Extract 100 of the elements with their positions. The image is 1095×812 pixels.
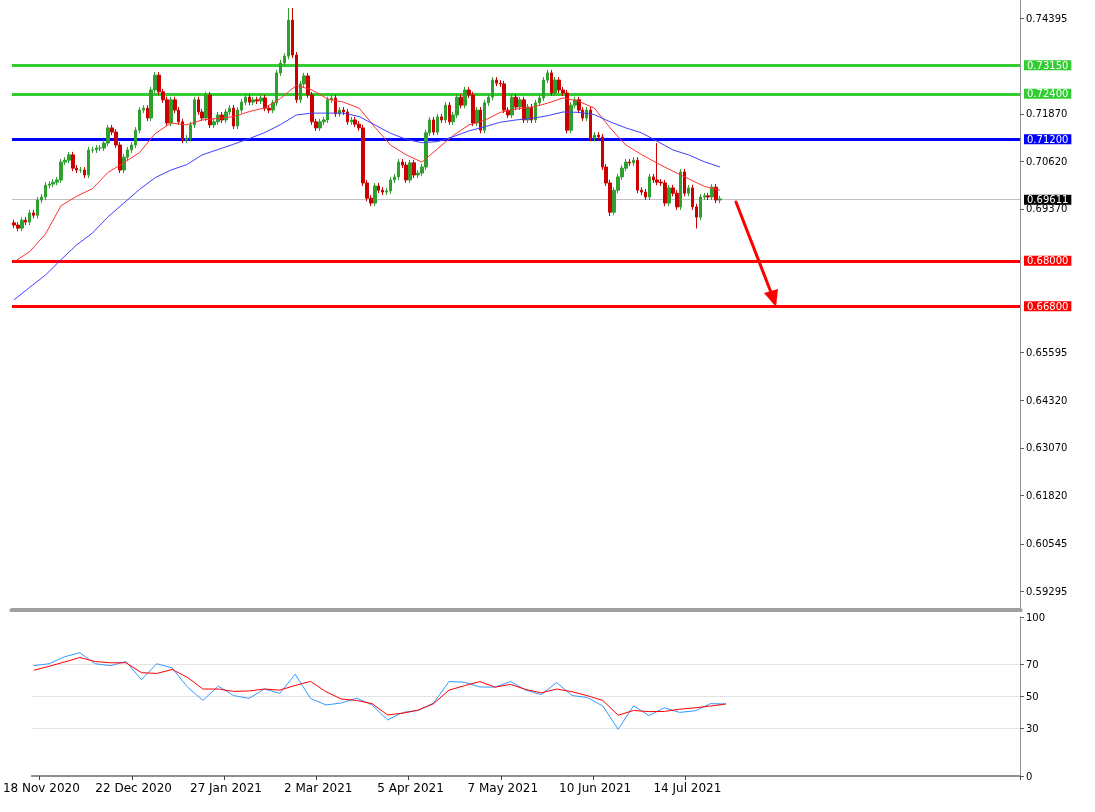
candlestick <box>440 113 443 124</box>
candlestick <box>495 76 498 87</box>
candlestick <box>255 96 259 105</box>
y-tick-label: 0.61820 <box>1026 489 1068 501</box>
candlestick <box>197 96 200 116</box>
candlestick <box>459 93 463 109</box>
candlestick <box>585 106 588 122</box>
candlestick <box>589 106 592 142</box>
candlestick <box>397 158 400 181</box>
candlestick <box>593 131 596 142</box>
candlestick <box>714 183 718 204</box>
ref-line-label: 0.71200 <box>1027 133 1069 145</box>
line-series <box>13 111 721 301</box>
candlestick <box>569 101 573 134</box>
candlestick <box>687 184 690 197</box>
line-series <box>33 652 727 730</box>
y-tick-label: 0.71870 <box>1026 108 1068 120</box>
candlestick <box>28 209 31 226</box>
candlestick <box>518 96 522 111</box>
candlestick <box>232 104 235 130</box>
candlestick <box>44 181 47 201</box>
candlestick <box>251 96 255 106</box>
y-tick-label: 0.63070 <box>1026 442 1068 454</box>
candlestick <box>350 116 353 126</box>
candlestick <box>412 159 416 179</box>
candlestick <box>318 118 322 132</box>
x-tick-label: 7 May 2021 <box>467 781 539 795</box>
ref-line-label: 0.69611 <box>1027 194 1069 206</box>
candlestick <box>648 173 651 201</box>
candlestick <box>644 188 647 201</box>
candlestick <box>550 69 553 97</box>
ref-line-label: 0.68000 <box>1027 255 1069 267</box>
candlestick <box>326 96 329 124</box>
candlestick <box>83 166 86 179</box>
candlestick <box>436 113 439 136</box>
candlestick <box>675 189 679 211</box>
y-tick-label: 0 <box>1026 770 1033 782</box>
candlestick <box>553 76 557 97</box>
x-tick-label: 27 Jan 2021 <box>189 781 262 795</box>
candlestick <box>699 193 702 221</box>
candlestick <box>59 158 63 184</box>
candlestick <box>36 196 39 219</box>
candlestick <box>208 91 212 129</box>
candlestick <box>510 93 514 119</box>
candlestick <box>377 182 380 194</box>
candlestick <box>32 209 35 219</box>
candlestick <box>463 86 467 109</box>
y-tick-label: 0.60545 <box>1026 538 1068 550</box>
candlestick <box>12 219 16 229</box>
ref-line-label: 0.72400 <box>1027 88 1069 100</box>
candlestick <box>667 184 671 207</box>
candlestick <box>16 221 20 232</box>
candlestick <box>389 176 392 195</box>
candlestick <box>169 96 173 127</box>
line-series <box>13 84 721 263</box>
candlestick <box>683 168 686 197</box>
candlestick <box>87 146 90 179</box>
candlestick <box>475 106 479 127</box>
y-tick-label: 50 <box>1026 691 1039 702</box>
candlestick <box>679 168 682 211</box>
candlestick <box>718 195 722 204</box>
candlestick <box>444 101 447 124</box>
candlestick <box>632 156 635 167</box>
candlestick <box>557 76 561 94</box>
candlestick <box>259 94 263 105</box>
candlestick <box>565 89 569 134</box>
x-tick-label: 18 Nov 2020 <box>2 781 80 795</box>
candlestick <box>381 186 384 196</box>
candlestick <box>248 93 251 106</box>
candlestick <box>146 104 149 122</box>
x-tick-label: 2 Mar 2021 <box>284 781 353 795</box>
candlestick <box>471 91 475 127</box>
candlestick <box>432 116 435 136</box>
candlestick <box>51 178 55 188</box>
candlestick <box>67 151 71 164</box>
x-tick-label: 14 Jul 2021 <box>653 781 722 795</box>
line-series <box>33 657 727 716</box>
candlestick <box>20 216 24 232</box>
candlestick <box>448 101 451 126</box>
y-tick-label: 30 <box>1026 722 1039 734</box>
y-tick-label: 0.59295 <box>1026 585 1068 597</box>
candlestick <box>224 108 228 124</box>
candlestick <box>106 124 110 147</box>
ref-line-label: 0.66800 <box>1027 300 1069 312</box>
candlestick <box>204 91 208 122</box>
candlestick <box>706 192 710 201</box>
candlestick <box>95 144 98 154</box>
candlestick <box>502 80 506 114</box>
y-tick-label: 0.74395 <box>1026 12 1068 24</box>
candlestick <box>24 216 27 226</box>
candlestick <box>373 182 377 207</box>
y-tick-label: 70 <box>1026 659 1039 671</box>
y-tick-label: 0.69370 <box>1026 203 1068 215</box>
ref-line-label: 0.73150 <box>1027 59 1069 71</box>
x-tick-label: 10 Jun 2021 <box>559 781 632 795</box>
y-tick-label: 0.64320 <box>1026 394 1068 406</box>
x-tick-label: 22 Dec 2020 <box>95 781 173 795</box>
candlestick <box>71 151 75 172</box>
candlestick <box>514 93 518 111</box>
y-tick-label: 0.70620 <box>1026 155 1068 167</box>
